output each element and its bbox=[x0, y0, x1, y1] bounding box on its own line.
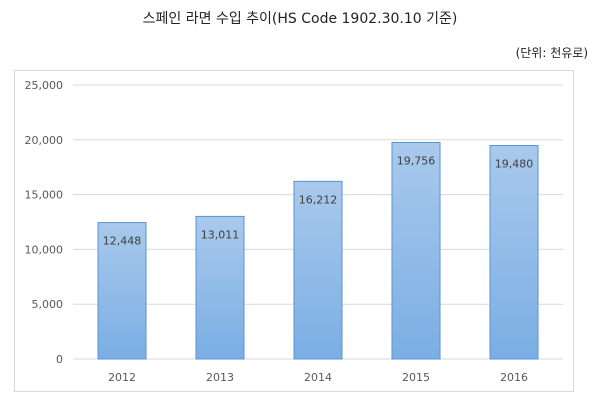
y-axis-ticks: 0 5,000 10,000 15,000 20,000 25,000 bbox=[25, 79, 64, 366]
y-tick-label: 10,000 bbox=[25, 243, 64, 256]
chart-area: 0 5,000 10,000 15,000 20,000 25,000 12,448 13,… bbox=[14, 70, 574, 392]
unit-label: (단위: 천유로) bbox=[515, 46, 588, 60]
x-tick-label: 2015 bbox=[402, 371, 430, 384]
y-tick-label: 25,000 bbox=[25, 79, 64, 92]
y-tick-label: 0 bbox=[56, 353, 63, 366]
x-tick-label: 2013 bbox=[206, 371, 234, 384]
data-label: 16,212 bbox=[299, 193, 338, 206]
chart-title: 스페인 라면 수입 추이(HS Code 1902.30.10 기준) bbox=[142, 11, 458, 27]
x-tick-label: 2012 bbox=[108, 371, 136, 384]
x-axis-ticks: 2012 2013 2014 2015 2016 bbox=[108, 371, 528, 384]
bar-2014 bbox=[293, 180, 343, 360]
x-tick-label: 2016 bbox=[500, 371, 528, 384]
y-tick-label: 20,000 bbox=[25, 134, 64, 147]
bars bbox=[97, 141, 539, 360]
y-tick-label: 15,000 bbox=[25, 189, 64, 202]
data-labels: 12,448 13,011 16,212 19,756 19,480 bbox=[103, 154, 534, 247]
bar-chart: 0 5,000 10,000 15,000 20,000 25,000 12,448 13,… bbox=[25, 79, 563, 384]
bar-2012 bbox=[97, 222, 147, 360]
bar-2013 bbox=[195, 215, 245, 360]
y-tick-label: 5,000 bbox=[32, 298, 64, 311]
data-label: 19,480 bbox=[495, 157, 534, 170]
data-label: 13,011 bbox=[201, 228, 240, 241]
bar-2016 bbox=[489, 144, 539, 360]
x-tick-label: 2014 bbox=[304, 371, 332, 384]
bar-2015 bbox=[391, 141, 441, 360]
data-label: 12,448 bbox=[103, 235, 142, 248]
data-label: 19,756 bbox=[397, 154, 436, 167]
